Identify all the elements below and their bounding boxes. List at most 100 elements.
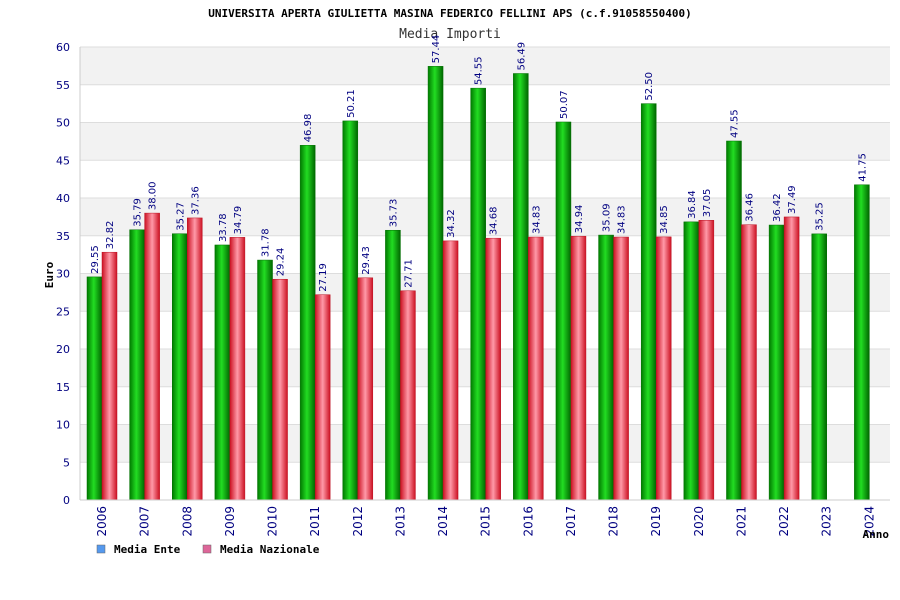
legend-swatch-media-nazionale [202,544,212,554]
x-tick-label: 2008 [180,506,194,537]
data-label: 56.49 [516,42,527,71]
data-label: 46.98 [303,114,314,143]
bar-media-ente-2013 [385,229,401,501]
bar-media-ente-2022 [768,224,785,501]
bar-media-nazionale-2006 [101,251,118,501]
bar-media-nazionale-2020 [698,220,715,501]
x-tick-label: 2017 [564,506,578,537]
y-tick-label: 40 [56,192,70,205]
data-label: 36.84 [687,190,698,219]
bar-media-ente-2020 [683,221,700,501]
y-tick-label: 30 [56,268,70,281]
bar-media-ente-2024 [854,184,870,501]
x-tick-label: 2021 [734,506,748,537]
data-label: 50.21 [346,89,357,118]
bar-media-ente-2016 [513,73,529,501]
legend-label-media-nazionale: Media Nazionale [220,543,320,556]
data-label: 38.00 [148,181,159,210]
data-label: 35.79 [133,198,144,227]
data-label: 50.07 [559,90,570,119]
y-tick-label: 55 [56,79,70,92]
data-label: 29.24 [276,248,287,277]
y-tick-label: 0 [63,494,70,507]
x-tick-label: 2019 [649,506,663,537]
bar-media-nazionale-2008 [187,217,203,501]
bar-media-ente-2008 [172,233,188,501]
data-label: 29.43 [361,246,372,275]
data-label: 47.55 [729,109,740,138]
y-tick-label: 5 [63,456,70,469]
data-label: 37.36 [190,186,201,215]
data-label: 37.05 [702,189,713,218]
x-tick-label: 2010 [266,506,280,537]
bar-media-ente-2018 [598,234,614,501]
data-label: 34.32 [446,209,457,238]
y-axis-ticks: 0 5 10 15 20 25 30 35 40 45 50 55 60 [56,41,70,507]
x-tick-label: 2014 [436,506,450,537]
plot-band [80,47,890,85]
x-tick-label: 2006 [95,506,109,537]
y-tick-label: 10 [56,419,70,432]
data-label: 32.82 [105,221,116,250]
bar-media-nazionale-2017 [570,235,587,501]
x-tick-label: 2022 [777,506,791,537]
legend: Media Ente Media Nazionale [96,543,320,556]
data-label: 35.73 [388,199,399,228]
x-tick-label: 2016 [521,506,535,537]
bar-media-nazionale-2010 [272,278,288,501]
bar-media-nazionale-2016 [528,236,544,501]
data-label: 27.71 [403,259,414,288]
y-tick-label: 50 [56,117,70,130]
data-label: 37.49 [787,185,798,214]
bar-media-nazionale-2015 [485,237,501,501]
bar-media-nazionale-2014 [442,240,459,501]
data-label: 34.68 [489,207,500,236]
bar-media-nazionale-2011 [314,294,331,501]
data-label: 35.25 [815,202,826,231]
bar-media-ente-2015 [470,87,486,501]
x-tick-label: 2018 [607,506,621,537]
bar-media-nazionale-2019 [655,236,672,501]
data-label: 57.44 [431,35,442,64]
bar-media-ente-2019 [640,103,657,501]
bar-media-nazionale-2013 [400,290,416,501]
bar-media-nazionale-2007 [144,212,160,501]
data-label: 27.19 [318,263,329,292]
bar-media-ente-2017 [555,121,572,501]
data-label: 34.85 [659,205,670,234]
x-tick-label: 2013 [393,506,407,537]
x-tick-label: 2015 [479,506,493,537]
data-label: 35.09 [602,203,613,232]
bar-media-nazionale-2012 [357,277,374,501]
data-label: 34.79 [233,206,244,235]
bar-media-ente-2007 [129,229,145,501]
data-label: 52.50 [644,72,655,101]
x-axis-label: Anno [863,528,890,541]
bar-media-ente-2014 [427,66,444,501]
legend-swatch-media-ente [96,544,106,554]
data-label: 33.78 [218,213,229,242]
data-label: 34.94 [574,205,585,234]
y-tick-label: 15 [56,381,70,394]
y-tick-label: 60 [56,41,70,54]
bar-media-nazionale-2021 [741,224,757,501]
data-label: 54.55 [474,57,485,86]
bar-media-ente-2011 [299,145,316,501]
y-tick-label: 25 [56,305,70,318]
data-label: 29.55 [90,245,101,274]
legend-label-media-ente: Media Ente [114,543,181,556]
bar-media-ente-2010 [257,259,273,501]
data-label: 31.78 [261,228,272,257]
data-label: 36.42 [772,193,783,222]
x-tick-label: 2012 [351,506,365,537]
x-tick-label: 2009 [223,506,237,537]
data-label: 34.83 [617,205,628,234]
x-tick-label: 2020 [692,506,706,537]
chart-title: UNIVERSITA APERTA GIULIETTA MASINA FEDER… [208,7,691,20]
bar-media-ente-2023 [811,233,827,501]
y-axis-label: Euro [43,261,56,288]
bar-media-ente-2021 [726,140,742,501]
x-tick-label: 2011 [308,506,322,537]
x-tick-label: 2007 [138,506,152,537]
